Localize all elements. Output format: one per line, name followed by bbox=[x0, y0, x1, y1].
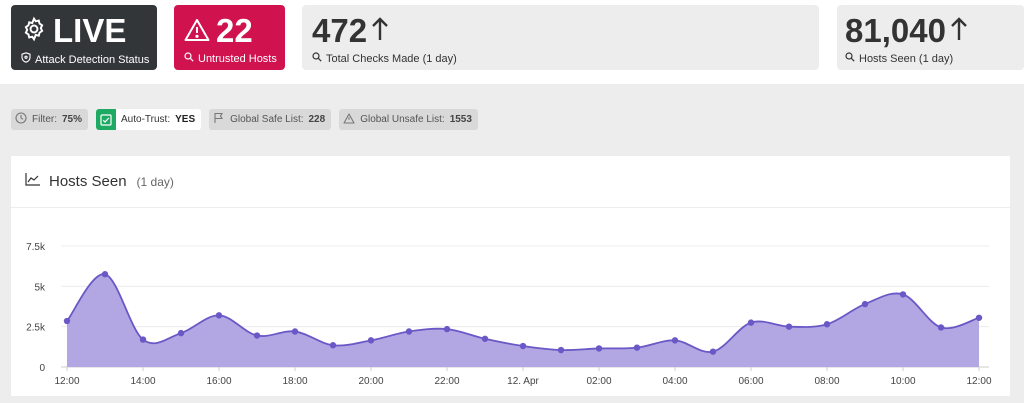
untrusted-sub-label: Untrusted Hosts bbox=[198, 53, 277, 65]
global-unsafe-list-chip[interactable]: Global Unsafe List: 1553 bbox=[339, 109, 478, 130]
unsafe-list-value: 1553 bbox=[449, 114, 472, 125]
data-point bbox=[671, 337, 679, 344]
untrusted-count: 22 bbox=[216, 12, 253, 49]
x-tick-label: 04:00 bbox=[662, 376, 687, 387]
untrusted-hosts-card[interactable]: 22 Untrusted Hosts bbox=[174, 5, 285, 70]
data-point bbox=[519, 342, 527, 350]
checkbox-checked-icon bbox=[96, 109, 117, 130]
data-point bbox=[709, 348, 717, 355]
filter-label: Filter: bbox=[32, 114, 57, 125]
x-tick-label: 14:00 bbox=[130, 376, 155, 387]
x-tick-label: 12:00 bbox=[966, 376, 991, 387]
data-point bbox=[63, 317, 71, 325]
autotrust-chip[interactable]: Auto-Trust: YES bbox=[96, 109, 202, 130]
hosts-count: 81,040 bbox=[845, 12, 946, 49]
shield-icon bbox=[21, 52, 31, 67]
x-tick-label: 10:00 bbox=[890, 376, 915, 387]
y-tick-label: 2.5k bbox=[26, 323, 46, 334]
data-point bbox=[215, 312, 223, 319]
panel-range: (1 day) bbox=[136, 174, 174, 189]
live-sub-label: Attack Detection Status bbox=[35, 53, 150, 66]
safe-list-label: Global Safe List: bbox=[230, 114, 304, 125]
search-icon bbox=[845, 52, 855, 66]
data-point bbox=[633, 344, 641, 351]
warning-icon bbox=[343, 112, 355, 127]
arrow-up-icon bbox=[371, 13, 395, 49]
x-tick-label: 18:00 bbox=[282, 376, 307, 387]
warning-icon bbox=[184, 13, 216, 49]
live-status-card[interactable]: LIVE Attack Detection Status bbox=[11, 5, 157, 70]
data-point bbox=[443, 325, 451, 333]
x-tick-label: 08:00 bbox=[814, 376, 839, 387]
data-point bbox=[861, 300, 869, 308]
area-chart-icon bbox=[25, 172, 41, 191]
settings-chips: Filter: 75% Auto-Trust: YES Global Safe Li… bbox=[11, 109, 478, 130]
x-tick-label: 12:00 bbox=[54, 376, 79, 387]
search-icon bbox=[184, 52, 194, 66]
total-checks-card[interactable]: 472 Total Checks Made (1 day) bbox=[302, 5, 819, 70]
data-point bbox=[899, 291, 907, 298]
data-point bbox=[405, 328, 413, 335]
data-point bbox=[177, 329, 185, 337]
y-tick-label: 7.5k bbox=[26, 242, 46, 253]
filter-chip[interactable]: Filter: 75% bbox=[11, 109, 89, 130]
flag-icon bbox=[213, 112, 225, 127]
x-tick-label: 02:00 bbox=[586, 376, 611, 387]
x-tick-label: 16:00 bbox=[206, 376, 231, 387]
data-point bbox=[823, 321, 831, 328]
search-icon bbox=[312, 52, 322, 66]
x-tick-label: 22:00 bbox=[434, 376, 459, 387]
data-point bbox=[291, 328, 299, 335]
live-label: LIVE bbox=[53, 12, 127, 49]
gear-icon bbox=[21, 13, 53, 49]
data-point bbox=[253, 332, 261, 339]
checks-sub-label: Total Checks Made (1 day) bbox=[326, 53, 457, 65]
autotrust-label: Auto-Trust: bbox=[121, 114, 171, 125]
autotrust-value: YES bbox=[175, 114, 196, 125]
data-point bbox=[481, 335, 489, 342]
hosts-seen-panel: Hosts Seen (1 day) 0 2.5k 5k 7.5k 12:00 14:00… bbox=[11, 156, 1010, 396]
checks-count: 472 bbox=[312, 12, 368, 49]
data-point bbox=[975, 314, 983, 321]
arrow-up-icon bbox=[950, 13, 974, 49]
panel-title: Hosts Seen bbox=[49, 173, 127, 190]
data-point bbox=[595, 345, 603, 352]
hosts-sub-label: Hosts Seen (1 day) bbox=[859, 53, 954, 65]
panel-header: Hosts Seen (1 day) bbox=[11, 156, 1010, 208]
data-point bbox=[101, 271, 109, 278]
y-tick-label: 0 bbox=[39, 363, 45, 374]
global-safe-list-chip[interactable]: Global Safe List: 228 bbox=[209, 109, 332, 130]
hosts-seen-card[interactable]: 81,040 Hosts Seen (1 day) bbox=[837, 5, 1024, 70]
x-tick-label: 20:00 bbox=[358, 376, 383, 387]
data-point bbox=[785, 323, 793, 330]
data-point bbox=[937, 324, 945, 331]
unsafe-list-label: Global Unsafe List: bbox=[360, 114, 445, 125]
data-point bbox=[557, 346, 565, 354]
filter-value: 75% bbox=[62, 114, 83, 125]
x-tick-label: 06:00 bbox=[738, 376, 763, 387]
data-point bbox=[139, 336, 147, 343]
data-point bbox=[367, 337, 375, 344]
x-tick-label: 12. Apr bbox=[507, 376, 539, 387]
data-point bbox=[747, 319, 755, 326]
safe-list-value: 228 bbox=[308, 114, 326, 125]
data-point bbox=[329, 342, 337, 349]
series-area bbox=[67, 274, 979, 367]
hosts-seen-chart: 0 2.5k 5k 7.5k 12:00 14:00 16:00 18:00 20:00 22:0… bbox=[26, 242, 992, 387]
y-tick-label: 5k bbox=[34, 282, 46, 293]
clock-icon bbox=[15, 112, 27, 127]
